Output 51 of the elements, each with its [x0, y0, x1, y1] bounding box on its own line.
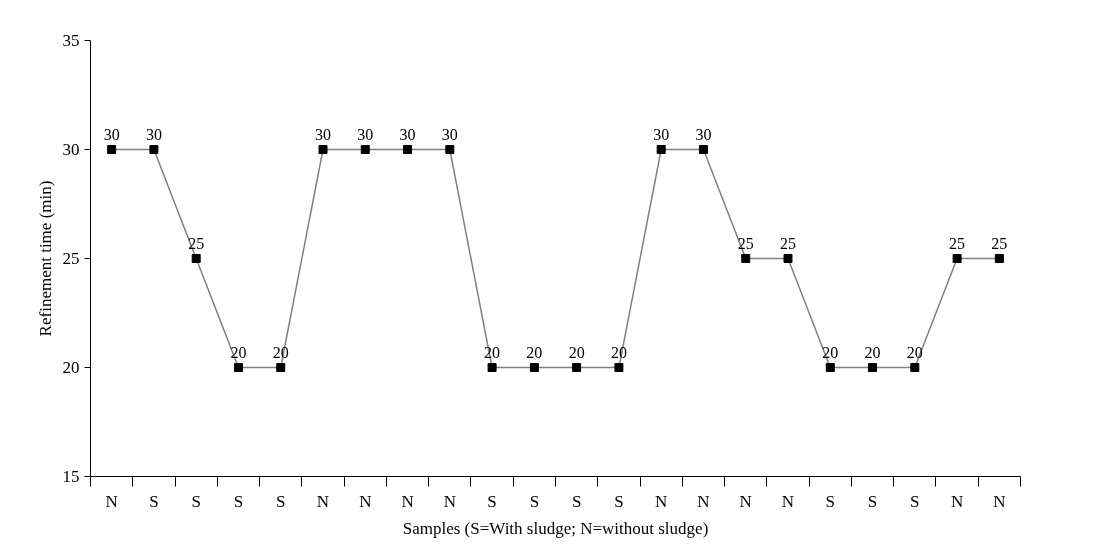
- x-tick-label: S: [529, 491, 540, 511]
- data-label: 20: [272, 343, 289, 361]
- data-label: 25: [737, 234, 754, 252]
- data-label: 20: [864, 343, 881, 361]
- y-tick-label: 25: [62, 249, 80, 268]
- x-tick-label: S: [191, 491, 201, 511]
- y-tick-label: 30: [62, 140, 80, 159]
- x-tick-label: N: [781, 491, 795, 511]
- y-tick-label: 20: [62, 358, 80, 377]
- x-tick-label: N: [950, 491, 964, 511]
- x-tick-label: S: [867, 491, 878, 511]
- data-label: 20: [906, 343, 923, 361]
- x-tick-label: S: [149, 491, 159, 511]
- x-tick-label: S: [825, 491, 836, 511]
- x-tick-label: N: [697, 491, 710, 511]
- x-tick-label: S: [614, 491, 624, 511]
- x-tick-label: N: [359, 491, 372, 511]
- data-label: 25: [991, 234, 1008, 252]
- x-tick-label: N: [105, 491, 118, 511]
- x-tick-label: N: [316, 491, 330, 511]
- x-tick-label: S: [571, 491, 582, 511]
- x-tick-label: S: [233, 491, 244, 511]
- x-tick-label: N: [993, 491, 1006, 511]
- data-label: 25: [188, 234, 205, 252]
- x-tick-label: S: [276, 491, 286, 511]
- data-label: 20: [526, 343, 543, 361]
- data-label: 25: [949, 234, 966, 252]
- data-label: 30: [103, 125, 120, 143]
- data-label: 20: [610, 343, 627, 361]
- data-label: 30: [653, 125, 670, 143]
- data-label: 20: [230, 343, 247, 361]
- x-tick-label: N: [401, 491, 414, 511]
- x-axis-title: Samples (S=With sludge; N=without sludge): [402, 518, 709, 538]
- data-label: 30: [399, 125, 416, 143]
- data-label: 30: [315, 125, 331, 143]
- data-label: 20: [484, 343, 501, 361]
- data-label: 30: [695, 125, 712, 143]
- data-label: 20: [822, 343, 839, 361]
- x-tick-label: S: [487, 491, 497, 511]
- x-tick-label: N: [655, 491, 668, 511]
- y-tick-label: 15: [62, 467, 80, 486]
- x-tick-label: N: [443, 491, 456, 511]
- data-label: 30: [145, 125, 162, 143]
- data-label: 20: [568, 343, 585, 361]
- x-tick-label: N: [739, 491, 752, 511]
- y-tick-label: 35: [62, 31, 80, 50]
- data-label: 30: [357, 125, 374, 143]
- y-axis-title: Refinement time (min): [35, 180, 55, 337]
- x-tick-label: S: [910, 491, 920, 511]
- data-label: 30: [441, 125, 458, 143]
- data-label: 25: [780, 234, 796, 252]
